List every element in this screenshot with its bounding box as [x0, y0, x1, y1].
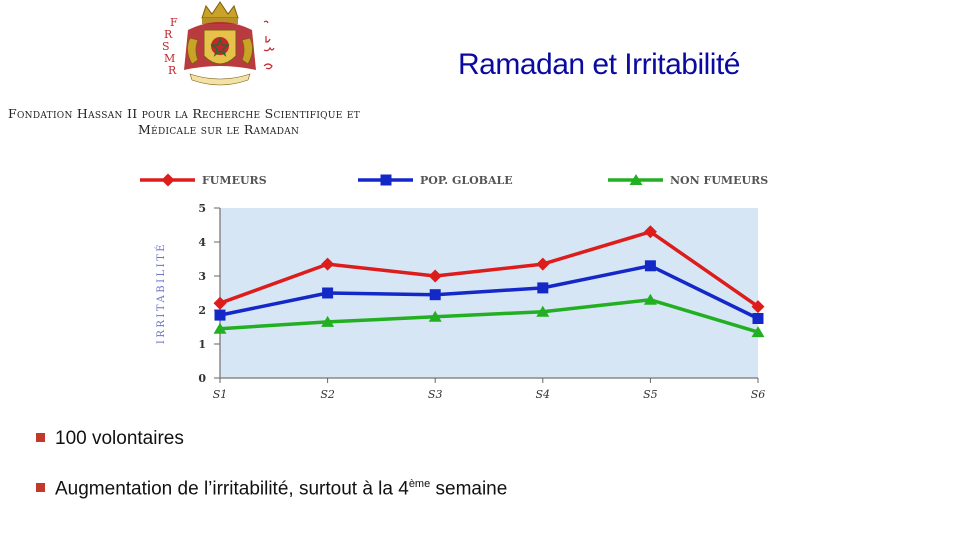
- y-tick-label: 3: [198, 270, 206, 283]
- data-point-square: [214, 309, 226, 321]
- bullet-text: 100 volontaires: [55, 428, 184, 449]
- data-point-square: [429, 289, 441, 301]
- data-point-diamond: [161, 173, 175, 187]
- data-point-triangle: [213, 322, 227, 334]
- data-point-diamond: [751, 300, 765, 314]
- foundation-name-line2: Médicale sur le Ramadan: [138, 122, 300, 137]
- data-point-square: [537, 282, 549, 294]
- bullet-square-icon: [36, 433, 45, 442]
- data-point-triangle: [751, 326, 765, 338]
- legend-label: FUMEURS: [202, 174, 267, 187]
- x-tick-label: S1: [213, 388, 228, 401]
- svg-text:R: R: [164, 28, 173, 41]
- bullet-square-icon: [36, 483, 45, 493]
- chart-svg: 0 1 2 3 4 5 S1 S2 S3 S4 S5 S6 IRRITABILITÉ FUMEURS POP…: [140, 173, 768, 401]
- data-point-triangle: [629, 174, 643, 185]
- data-point-diamond: [213, 296, 227, 310]
- y-tick-label: 1: [198, 338, 206, 351]
- series-line-fumeurs: [219, 230, 759, 309]
- bullet-list: 100 volontaires Augmentation de l’irrita…: [36, 428, 916, 528]
- svg-text:S: S: [162, 40, 170, 53]
- data-point-triangle: [428, 310, 442, 322]
- data-point-diamond: [321, 257, 335, 271]
- irritability-line-chart: 0 1 2 3 4 5 S1 S2 S3 S4 S5 S6 IRRITABILITÉ FUMEURS POP…: [130, 160, 790, 410]
- y-tick-label: 4: [198, 236, 206, 249]
- bullet-item-increase: Augmentation de l’irritabilité, surtout …: [36, 478, 916, 500]
- data-point-diamond: [643, 225, 657, 239]
- x-tick-label: S5: [643, 388, 658, 401]
- foundation-name: Fondation Hassan II pour la Recherche Sc…: [8, 106, 448, 138]
- x-tick-label: S3: [428, 388, 443, 401]
- foundation-logo: F R S M R: [140, 0, 300, 92]
- series-line-non-fumeurs: [219, 298, 759, 334]
- data-point-square: [380, 174, 392, 186]
- page-title: Ramadan et Irritabilité: [458, 48, 740, 81]
- y-tick-label: 5: [198, 202, 206, 215]
- data-point-square: [752, 313, 764, 324]
- y-tick-label: 0: [198, 372, 206, 385]
- y-axis-label: IRRITABILITÉ: [155, 242, 167, 344]
- data-point-diamond: [536, 257, 550, 271]
- x-tick-label: S6: [751, 388, 766, 401]
- svg-text:M: M: [164, 52, 175, 65]
- svg-text:F: F: [170, 16, 178, 29]
- bullet-text-sup: ème: [408, 478, 431, 490]
- legend-label: POP. GLOBALE: [420, 174, 513, 187]
- data-point-square: [644, 260, 656, 272]
- data-point-triangle: [536, 305, 550, 317]
- foundation-name-line1: Fondation Hassan II pour la Recherche Sc…: [8, 106, 361, 121]
- x-tick-label: S4: [536, 388, 551, 401]
- x-tick-label: S2: [320, 388, 335, 401]
- svg-text:R: R: [168, 64, 177, 77]
- bullet-text-main: Augmentation de l’irritabilité, surtout …: [55, 478, 409, 500]
- data-point-diamond: [428, 269, 442, 283]
- bullet-text-end: semaine: [430, 478, 508, 500]
- data-point-square: [322, 287, 334, 299]
- data-point-triangle: [643, 293, 657, 305]
- bullet-text: Augmentation de l’irritabilité, surtout …: [55, 478, 507, 500]
- series-line-pop-globale: [219, 264, 759, 321]
- legend-label: NON FUMEURS: [670, 174, 768, 187]
- bullet-item-volunteers: 100 volontaires: [36, 428, 916, 450]
- y-tick-label: 2: [198, 304, 206, 317]
- data-point-triangle: [321, 315, 335, 327]
- emblem-icon: F R S M R: [162, 1, 275, 86]
